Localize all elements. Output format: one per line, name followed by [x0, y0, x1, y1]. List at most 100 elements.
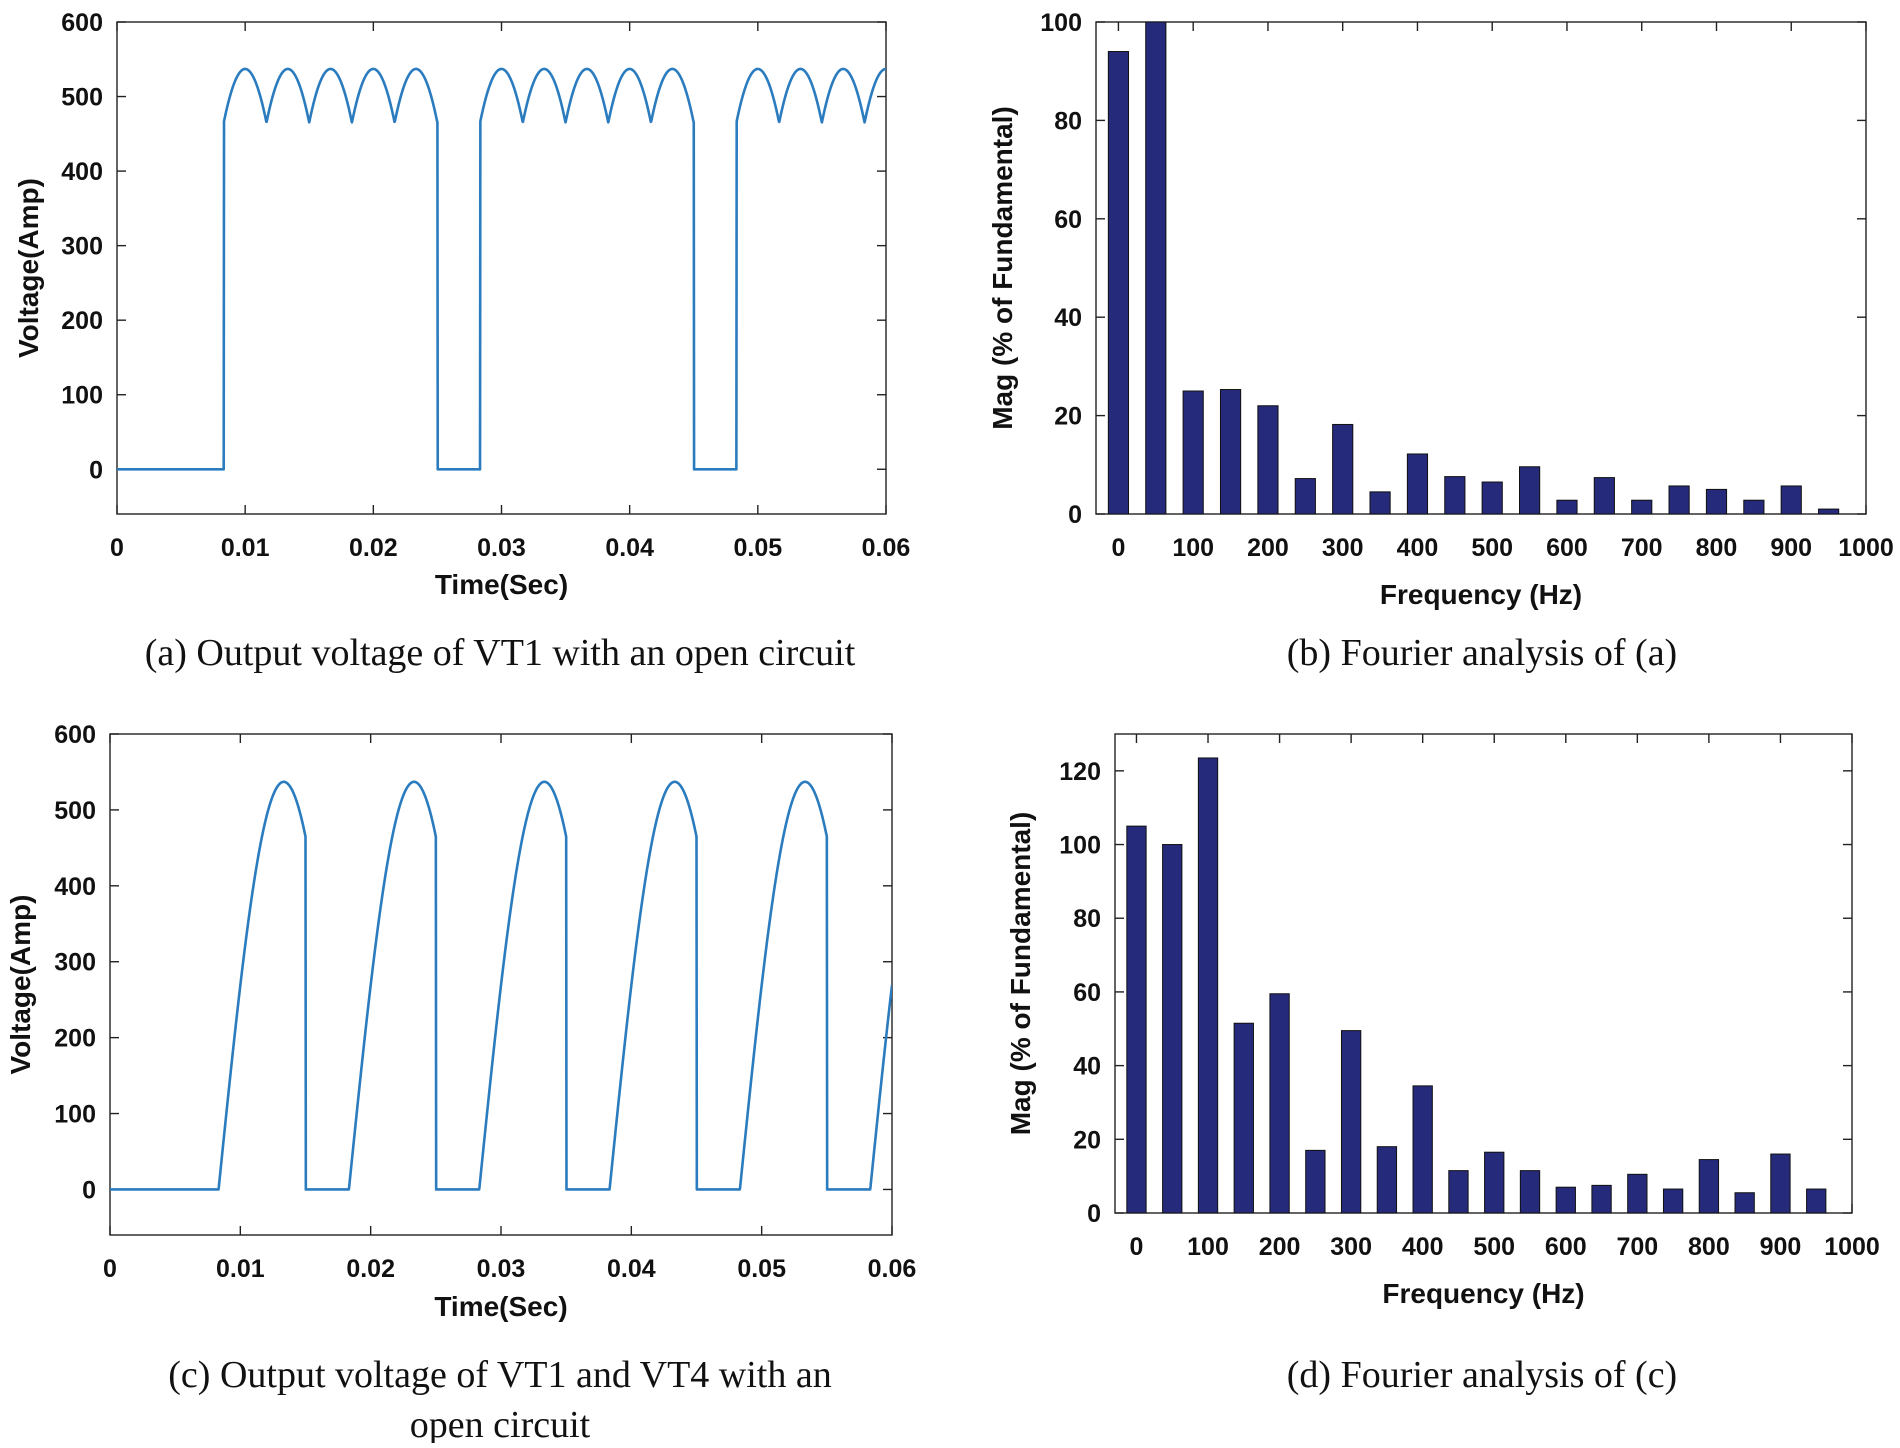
bar-d-0hz	[1126, 825, 1147, 1214]
bar-d-950hz	[1806, 1188, 1827, 1214]
caption-a: (a) Output voltage of VT1 with an open c…	[145, 632, 856, 674]
y-tick-label: 20	[1073, 1126, 1101, 1154]
y-tick-label: 120	[1059, 758, 1101, 786]
bar-b-800hz	[1705, 488, 1728, 515]
bar-b-0hz	[1107, 51, 1130, 515]
caption-c: (c) Output voltage of VT1 and VT4 with a…	[168, 1354, 831, 1396]
caption-d: (d) Fourier analysis of (c)	[1287, 1354, 1677, 1396]
bar-d-250hz	[1305, 1149, 1326, 1214]
x-tick-label: 200	[1259, 1233, 1301, 1261]
y-tick-label: 40	[1073, 1053, 1101, 1081]
y-tick-label: 100	[54, 1101, 96, 1129]
series-line-c	[110, 780, 892, 1191]
bar-d-300hz	[1340, 1030, 1362, 1214]
bar-b-750hz	[1668, 485, 1690, 515]
bar-d-900hz	[1770, 1153, 1791, 1214]
y-tick-label: 0	[1068, 501, 1082, 529]
x-tick-label: 800	[1688, 1233, 1730, 1261]
y-tick-label: 500	[54, 797, 96, 825]
bar-b-600hz	[1556, 499, 1578, 515]
y-tick-label: 600	[61, 9, 103, 37]
y-axis-label: Mag (% of Fundamental)	[1005, 812, 1036, 1136]
x-tick-label: 0.04	[605, 534, 654, 562]
bar-d-650hz	[1591, 1184, 1612, 1214]
x-tick-label: 0	[110, 534, 124, 562]
bar-d-450hz	[1448, 1170, 1469, 1214]
bar-d-750hz	[1662, 1188, 1684, 1214]
x-tick-label: 200	[1247, 534, 1289, 562]
bar-b-450hz	[1444, 476, 1466, 515]
y-tick-label: 0	[1087, 1200, 1101, 1228]
bar-d-800hz	[1698, 1159, 1720, 1214]
bar-d-850hz	[1734, 1192, 1755, 1214]
chart-d: 0 20 40 60 80 100 120 0 100 200 300 400 500 600 700 800…	[1005, 733, 1880, 1396]
x-tick-label: 0.05	[733, 534, 782, 562]
y-tick-label: 400	[54, 873, 96, 901]
bar-d-500hz	[1484, 1151, 1505, 1214]
y-tick-label: 400	[61, 158, 103, 186]
y-tick-label: 60	[1073, 979, 1101, 1007]
x-tick-label: 0.06	[862, 534, 911, 562]
bar-d-350hz	[1376, 1146, 1398, 1214]
y-tick-label: 80	[1073, 905, 1101, 933]
x-tick-label: 1000	[1824, 1233, 1880, 1261]
y-axis-label: Voltage(Amp)	[5, 895, 36, 1075]
x-tick-label: 600	[1546, 534, 1588, 562]
x-tick-label: 0.04	[607, 1255, 656, 1283]
bar-d-600hz	[1555, 1186, 1576, 1214]
x-tick-label: 700	[1616, 1233, 1658, 1261]
bar-d-100hz	[1197, 757, 1219, 1214]
y-tick-label: 60	[1054, 206, 1082, 234]
y-tick-label: 100	[1059, 832, 1101, 860]
y-tick-label: 100	[1040, 9, 1082, 37]
x-tick-label: 0.01	[216, 1255, 265, 1283]
bar-b-150hz	[1219, 389, 1242, 515]
x-tick-label: 100	[1187, 1233, 1229, 1261]
bar-b-850hz	[1743, 499, 1765, 515]
x-tick-label: 0.02	[346, 1255, 395, 1283]
x-tick-label: 300	[1330, 1233, 1372, 1261]
caption-c: open circuit	[410, 1404, 591, 1443]
y-tick-label: 300	[54, 949, 96, 977]
x-tick-label: 900	[1770, 534, 1812, 562]
bar-d-50hz	[1162, 844, 1183, 1214]
x-tick-label: 0	[1111, 534, 1125, 562]
x-axis-label: Time(Sec)	[434, 1291, 567, 1322]
caption-b: (b) Fourier analysis of (a)	[1287, 632, 1677, 674]
x-tick-label: 100	[1172, 534, 1214, 562]
y-tick-label: 100	[61, 382, 103, 410]
x-tick-label: 1000	[1838, 534, 1894, 562]
bar-d-700hz	[1627, 1173, 1648, 1214]
plot-area-d	[1114, 733, 1853, 1214]
series-line-a	[117, 67, 886, 471]
x-axis-label: Time(Sec)	[435, 569, 568, 600]
y-tick-label: 20	[1054, 403, 1082, 431]
x-axis-label: Frequency (Hz)	[1380, 579, 1582, 610]
bar-d-200hz	[1269, 993, 1290, 1214]
y-tick-label: 300	[61, 233, 103, 261]
bar-b-400hz	[1406, 453, 1429, 515]
x-tick-label: 500	[1471, 534, 1513, 562]
x-tick-label: 0	[1130, 1233, 1144, 1261]
x-tick-label: 700	[1621, 534, 1663, 562]
chart-a: 0 100 200 300 400 500 600 0 0.01 0.02 0.03 0.04 0.05…	[13, 9, 910, 674]
x-tick-label: 300	[1322, 534, 1364, 562]
bar-b-550hz	[1519, 466, 1541, 515]
x-tick-label: 900	[1760, 1233, 1802, 1261]
x-tick-label: 800	[1696, 534, 1738, 562]
bar-b-200hz	[1257, 405, 1279, 515]
bar-b-700hz	[1631, 499, 1653, 515]
y-tick-label: 200	[54, 1025, 96, 1053]
bar-b-950hz	[1818, 508, 1840, 515]
bar-b-250hz	[1294, 478, 1316, 515]
x-tick-label: 0.02	[349, 534, 398, 562]
y-tick-label: 600	[54, 721, 96, 749]
x-tick-label: 0	[103, 1255, 117, 1283]
x-tick-label: 400	[1397, 534, 1439, 562]
y-tick-label: 80	[1054, 107, 1082, 135]
plot-area-b	[1095, 21, 1867, 515]
y-tick-label: 0	[82, 1176, 96, 1204]
bar-d-150hz	[1233, 1022, 1254, 1214]
